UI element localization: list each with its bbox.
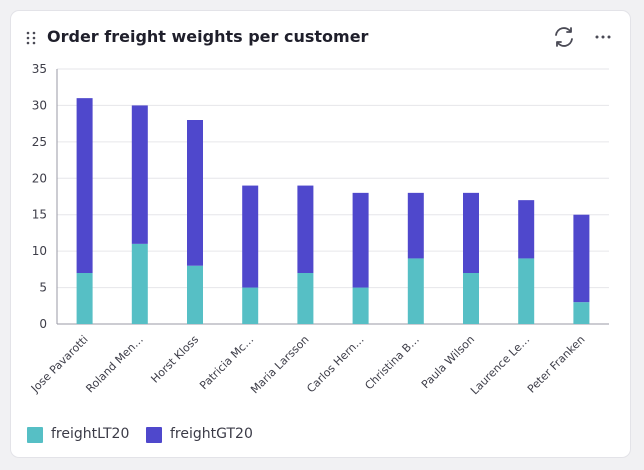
legend-label-freightLT20: freightLT20 xyxy=(51,426,130,442)
bar-freightLT20-7[interactable] xyxy=(463,273,479,324)
x-tick-label: Carlos Hern… xyxy=(304,333,366,395)
x-tick-label: Laurence Le… xyxy=(468,333,532,397)
x-tick-label: Roland Men… xyxy=(83,333,145,395)
y-tick-label: 10 xyxy=(32,244,47,258)
x-tick-label: Peter Franken xyxy=(525,333,588,396)
legend-label-freightGT20: freightGT20 xyxy=(170,426,253,442)
y-tick-label: 30 xyxy=(32,98,47,112)
bar-freightLT20-8[interactable] xyxy=(518,258,535,324)
bar-freightGT20-8[interactable] xyxy=(518,200,535,259)
legend-swatch-freightLT20 xyxy=(27,427,43,443)
y-tick-label: 25 xyxy=(32,135,47,149)
bar-freightGT20-7[interactable] xyxy=(463,192,479,273)
x-tick-label: Paula Wilson xyxy=(419,333,477,391)
y-tick-label: 5 xyxy=(39,281,47,295)
card-header: Order freight weights per customer xyxy=(11,11,630,63)
x-tick-label: Jose Pavarotti xyxy=(28,333,91,396)
bar-freightLT20-3[interactable] xyxy=(242,287,259,324)
more-horizontal-icon[interactable] xyxy=(591,25,615,49)
bar-freightLT20-9[interactable] xyxy=(573,302,590,324)
bar-freightGT20-1[interactable] xyxy=(131,105,148,244)
x-tick-label: Maria Larsson xyxy=(248,333,311,396)
y-tick-label: 20 xyxy=(32,171,47,185)
bar-freightGT20-6[interactable] xyxy=(407,192,424,259)
y-tick-label: 0 xyxy=(39,317,47,331)
card-title: Order freight weights per customer xyxy=(47,27,369,46)
bar-freightGT20-5[interactable] xyxy=(352,192,369,288)
bar-freightGT20-9[interactable] xyxy=(573,214,590,303)
bar-freightLT20-6[interactable] xyxy=(407,258,424,324)
y-tick-label: 35 xyxy=(32,62,47,76)
bar-freightGT20-2[interactable] xyxy=(187,120,203,266)
bar-freightLT20-2[interactable] xyxy=(187,265,203,324)
x-tick-label: Horst Kloss xyxy=(148,333,201,386)
y-tick-label: 15 xyxy=(32,208,47,222)
bar-freightLT20-4[interactable] xyxy=(297,273,314,324)
refresh-icon[interactable] xyxy=(552,25,576,49)
bar-freightLT20-5[interactable] xyxy=(352,287,369,324)
bar-freightLT20-0[interactable] xyxy=(76,273,93,324)
chart-card: Order freight weights per customer 0 5 10 1… xyxy=(11,11,630,457)
x-tick-label: Patricia Mc… xyxy=(197,333,256,392)
bar-freightGT20-4[interactable] xyxy=(297,185,314,273)
bar-freightLT20-1[interactable] xyxy=(131,243,148,324)
drag-handle-icon[interactable] xyxy=(25,30,37,46)
bar-freightGT20-3[interactable] xyxy=(242,185,259,288)
bar-freightGT20-0[interactable] xyxy=(76,98,93,274)
x-tick-label: Christina B… xyxy=(362,333,421,392)
legend-swatch-freightGT20 xyxy=(146,427,162,443)
